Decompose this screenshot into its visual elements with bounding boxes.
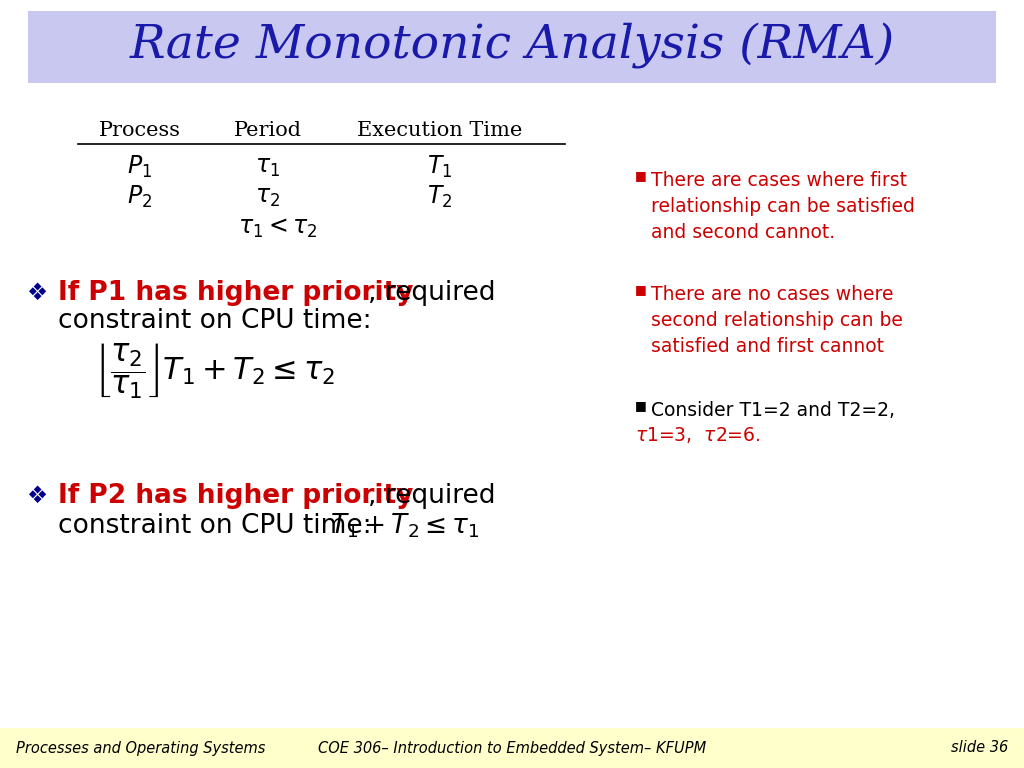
Text: Process: Process bbox=[99, 121, 181, 140]
Text: $\left\lfloor \dfrac{\tau_2}{\tau_1} \right\rfloor T_1 + T_2 \leq \tau_2$: $\left\lfloor \dfrac{\tau_2}{\tau_1} \ri… bbox=[95, 341, 335, 401]
Text: , required: , required bbox=[368, 483, 496, 509]
Text: constraint on CPU time:: constraint on CPU time: bbox=[58, 308, 372, 334]
Text: $\tau_2$: $\tau_2$ bbox=[255, 185, 281, 209]
Text: constraint on CPU time:: constraint on CPU time: bbox=[58, 513, 388, 539]
Text: $\tau_1$: $\tau_1$ bbox=[255, 155, 281, 179]
Text: If P2 has higher priority: If P2 has higher priority bbox=[58, 483, 414, 509]
Text: ■: ■ bbox=[635, 170, 647, 183]
Text: $P_1$: $P_1$ bbox=[127, 154, 153, 180]
Text: ■: ■ bbox=[635, 399, 647, 412]
Text: Period: Period bbox=[234, 121, 302, 140]
Text: Consider T1=2 and T2=2,: Consider T1=2 and T2=2, bbox=[651, 401, 895, 420]
Text: There are cases where first
relationship can be satisfied
and second cannot.: There are cases where first relationship… bbox=[651, 171, 914, 241]
Text: ❖: ❖ bbox=[26, 281, 47, 305]
Text: $T_2$: $T_2$ bbox=[427, 184, 453, 210]
Text: COE 306– Introduction to Embedded System– KFUPM: COE 306– Introduction to Embedded System… bbox=[317, 740, 707, 756]
FancyBboxPatch shape bbox=[28, 11, 996, 83]
Text: There are no cases where
second relationship can be
satisfied and first cannot: There are no cases where second relation… bbox=[651, 285, 903, 356]
Text: $\tau_1 < \tau_2$: $\tau_1 < \tau_2$ bbox=[239, 216, 317, 240]
Text: Processes and Operating Systems: Processes and Operating Systems bbox=[16, 740, 265, 756]
Text: Rate Monotonic Analysis (RMA): Rate Monotonic Analysis (RMA) bbox=[129, 23, 895, 69]
Text: ❖: ❖ bbox=[26, 484, 47, 508]
Text: $T_1 + T_2 \leq \tau_1$: $T_1 + T_2 \leq \tau_1$ bbox=[330, 511, 480, 540]
Text: $T_1$: $T_1$ bbox=[427, 154, 453, 180]
Text: $P_2$: $P_2$ bbox=[127, 184, 153, 210]
FancyBboxPatch shape bbox=[0, 728, 1024, 768]
Text: , required: , required bbox=[368, 280, 496, 306]
Text: If P1 has higher priority: If P1 has higher priority bbox=[58, 280, 414, 306]
Text: Execution Time: Execution Time bbox=[357, 121, 522, 140]
Text: $\tau$1=3,  $\tau$2=6.: $\tau$1=3, $\tau$2=6. bbox=[635, 425, 761, 445]
Text: ■: ■ bbox=[635, 283, 647, 296]
Text: slide 36: slide 36 bbox=[950, 740, 1008, 756]
